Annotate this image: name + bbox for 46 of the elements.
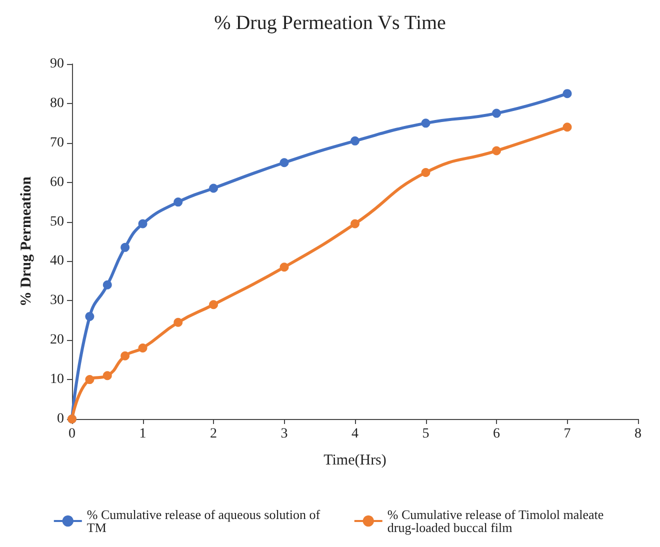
- point: [280, 262, 289, 272]
- y-tick-label: 30: [50, 293, 64, 308]
- x-tick-label: 5: [422, 426, 430, 442]
- point: [492, 146, 501, 156]
- point: [138, 219, 148, 228]
- y-tick-label: 0: [57, 412, 64, 426]
- y-tick-label: 70: [50, 135, 64, 150]
- y-tick-label: 50: [50, 214, 64, 230]
- point: [174, 318, 183, 327]
- point: [209, 300, 218, 310]
- y-tick-label: 60: [50, 174, 64, 190]
- x-tick-label: 3: [280, 426, 288, 442]
- point: [421, 118, 430, 128]
- y-tick-label: 80: [50, 96, 64, 111]
- y-tick-label: 90: [50, 56, 64, 72]
- point: [120, 351, 130, 360]
- chart-title: % Drug Permeation Vs Time: [214, 12, 446, 34]
- point: [562, 89, 572, 98]
- y-tick-label: 40: [50, 254, 64, 269]
- x-axis-title: Time(Hrs): [324, 452, 386, 468]
- legend-label: % Cumulative release of aqueous solution of TM: [86, 507, 324, 535]
- point: [492, 108, 501, 118]
- point: [174, 198, 183, 207]
- point: [102, 371, 112, 380]
- point: [350, 219, 360, 228]
- y-tick-label: 10: [50, 372, 64, 388]
- x-tick-label: 8: [634, 426, 642, 442]
- x-tick-label: 6: [493, 426, 500, 442]
- point: [562, 122, 572, 132]
- point: [85, 375, 94, 384]
- point: [350, 136, 360, 146]
- x-tick-label: 1: [139, 426, 146, 442]
- point: [421, 168, 430, 177]
- point: [85, 312, 94, 321]
- x-tick-label: 7: [564, 426, 571, 442]
- x-tick-label: 0: [68, 426, 76, 442]
- y-axis-title: % Drug Permeation: [18, 176, 34, 306]
- legend-label: % Cumulative release of Timolol maleate drug-loaded buccal film: [387, 507, 607, 535]
- x-tick-label: 2: [210, 426, 217, 442]
- point: [280, 158, 289, 168]
- x-tick-label: 4: [352, 426, 358, 442]
- y-tick-label: 20: [50, 332, 64, 348]
- point: [138, 344, 148, 352]
- point: [102, 280, 112, 290]
- point: [209, 184, 218, 193]
- point: [120, 242, 130, 252]
